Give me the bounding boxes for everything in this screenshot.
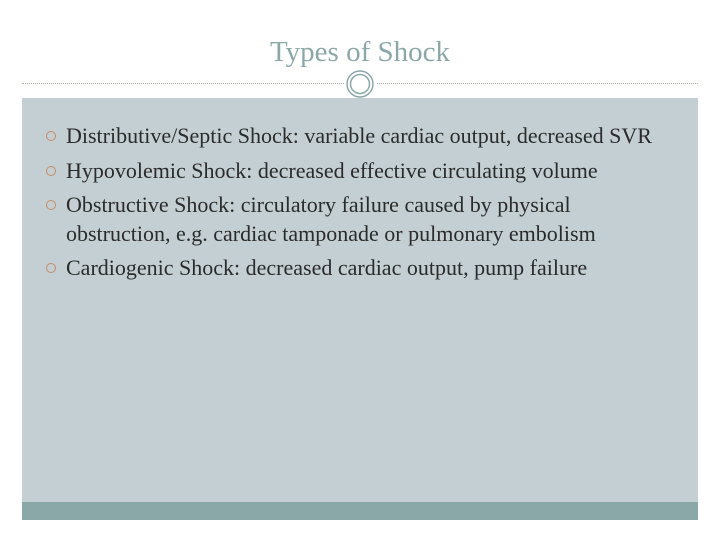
- slide-title: Types of Shock: [270, 36, 450, 69]
- list-item: Hypovolemic Shock: decreased effective c…: [44, 157, 676, 186]
- list-item: Distributive/Septic Shock: variable card…: [44, 122, 676, 151]
- list-item: Cardiogenic Shock: decreased cardiac out…: [44, 254, 676, 283]
- slide-content: Distributive/Septic Shock: variable card…: [22, 98, 698, 502]
- accent-band: [22, 502, 698, 520]
- ring-decoration-icon: [344, 68, 376, 100]
- list-item: Obstructive Shock: circulatory failure c…: [44, 191, 676, 248]
- bullet-list: Distributive/Septic Shock: variable card…: [44, 122, 676, 283]
- slide-header: Types of Shock: [0, 0, 720, 98]
